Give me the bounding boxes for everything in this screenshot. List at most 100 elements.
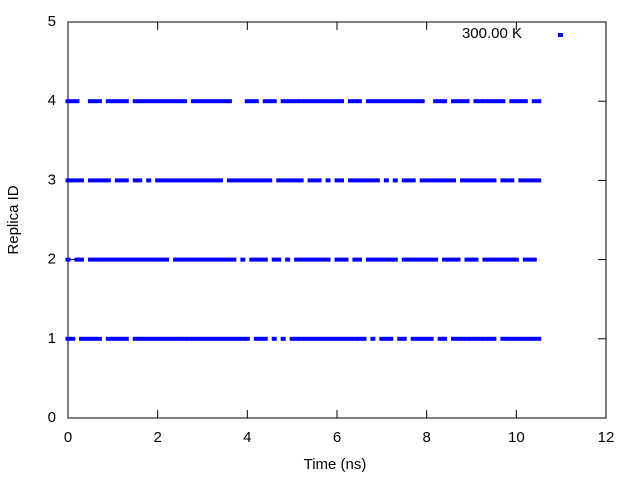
point <box>455 99 461 104</box>
point <box>428 178 434 183</box>
point <box>65 178 71 183</box>
point <box>101 257 107 262</box>
point <box>491 257 497 262</box>
point <box>500 178 506 183</box>
point <box>226 178 232 183</box>
point <box>271 257 277 262</box>
point <box>307 336 313 341</box>
point <box>195 178 201 183</box>
point <box>383 336 389 341</box>
point <box>330 336 336 341</box>
point <box>325 257 331 262</box>
point <box>531 336 537 341</box>
point <box>486 178 492 183</box>
point <box>294 178 300 183</box>
point <box>527 336 533 341</box>
point <box>217 336 223 341</box>
point <box>249 257 255 262</box>
point <box>513 336 519 341</box>
point <box>146 178 152 183</box>
point <box>451 178 457 183</box>
point <box>231 336 237 341</box>
point <box>186 336 192 341</box>
point <box>388 336 394 341</box>
point <box>522 99 528 104</box>
point <box>415 99 421 104</box>
point <box>410 336 416 341</box>
point <box>195 336 201 341</box>
point <box>105 336 111 341</box>
point <box>522 336 528 341</box>
point <box>330 99 336 104</box>
point <box>119 99 125 104</box>
point <box>92 336 98 341</box>
point <box>213 336 219 341</box>
point <box>460 336 466 341</box>
point <box>119 257 125 262</box>
point <box>244 99 250 104</box>
point <box>262 178 268 183</box>
point <box>294 99 300 104</box>
point <box>325 336 331 341</box>
point <box>258 257 264 262</box>
point <box>334 178 340 183</box>
point <box>531 257 537 262</box>
point <box>473 178 479 183</box>
point <box>159 336 165 341</box>
point <box>298 336 304 341</box>
point <box>424 336 430 341</box>
point <box>177 336 183 341</box>
point <box>316 178 322 183</box>
point <box>397 99 403 104</box>
point <box>437 336 443 341</box>
point <box>87 257 93 262</box>
point <box>231 257 237 262</box>
point <box>74 178 80 183</box>
point <box>200 257 205 262</box>
point <box>383 99 389 104</box>
point <box>294 336 300 341</box>
point <box>96 257 102 262</box>
point <box>343 336 349 341</box>
point <box>388 257 394 262</box>
point <box>231 178 237 183</box>
point <box>159 178 165 183</box>
point <box>285 178 291 183</box>
point <box>258 178 264 183</box>
point <box>406 99 412 104</box>
point <box>249 99 255 104</box>
point <box>325 99 331 104</box>
point <box>527 178 533 183</box>
point <box>119 336 125 341</box>
y-tick-label: 0 <box>48 409 56 426</box>
point <box>240 336 246 341</box>
point <box>509 99 515 104</box>
point <box>491 336 497 341</box>
point <box>495 257 501 262</box>
point <box>132 336 138 341</box>
point <box>74 99 80 104</box>
point <box>401 336 407 341</box>
point <box>262 336 268 341</box>
point <box>374 99 380 104</box>
point <box>392 178 398 183</box>
point <box>159 257 165 262</box>
point <box>316 99 322 104</box>
point <box>531 99 537 104</box>
point <box>200 336 205 341</box>
point <box>101 178 107 183</box>
point <box>442 257 448 262</box>
point <box>482 257 488 262</box>
point <box>182 99 188 104</box>
point <box>442 178 448 183</box>
point <box>410 178 416 183</box>
point <box>168 99 174 104</box>
point <box>383 178 389 183</box>
point <box>522 178 528 183</box>
point <box>280 99 286 104</box>
y-tick-label: 4 <box>48 92 56 109</box>
point <box>110 257 116 262</box>
point <box>442 336 448 341</box>
point <box>186 257 192 262</box>
point <box>442 99 448 104</box>
